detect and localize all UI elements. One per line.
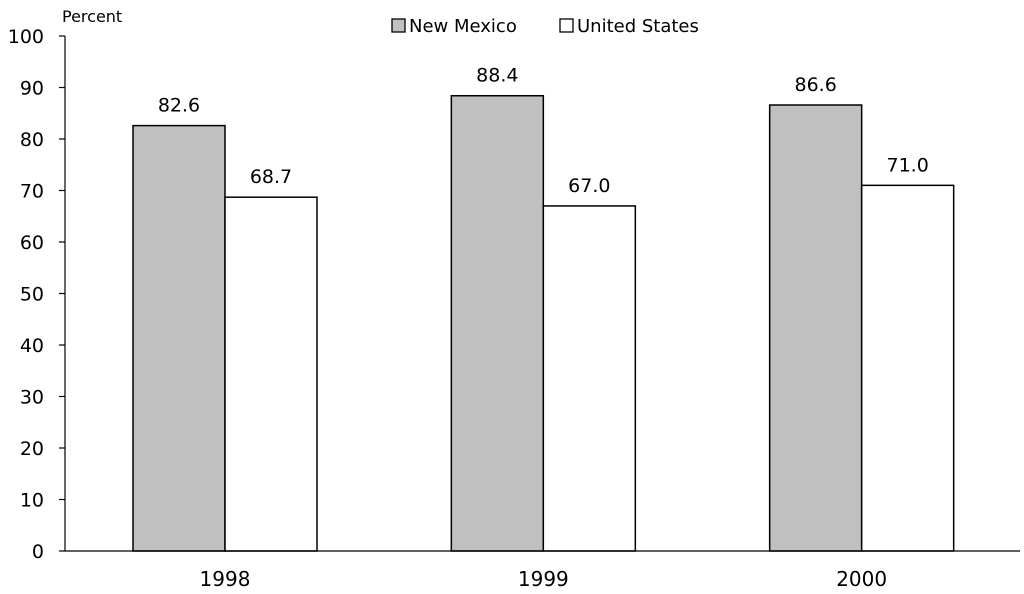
legend-swatch	[391, 18, 406, 33]
data-label: 82.6	[158, 95, 200, 117]
y-tick-label: 40	[20, 335, 44, 357]
data-label: 86.6	[795, 74, 837, 96]
y-tick-label: 60	[20, 232, 44, 254]
y-tick-label: 100	[8, 26, 44, 48]
x-tick-label: 1998	[200, 567, 251, 591]
bar-new-mexico-2000	[768, 104, 863, 552]
x-tick-label: 2000	[836, 567, 887, 591]
bar-united-states-2000	[860, 184, 955, 552]
bar-new-mexico-1999	[450, 94, 545, 552]
bar-united-states-1998	[224, 196, 318, 552]
bars	[132, 94, 955, 552]
legend: New Mexico United States	[391, 16, 699, 37]
x-axis: 1998 1999 2000	[65, 550, 1020, 591]
y-tick-label: 30	[20, 387, 44, 409]
y-tick-label: 20	[20, 438, 44, 460]
y-tick-label: 90	[20, 78, 44, 100]
legend-label: New Mexico	[409, 16, 517, 37]
y-tick-label: 50	[20, 284, 44, 306]
y-tick-label: 80	[20, 129, 44, 151]
data-labels: 82.6 88.4 86.6 68.7 67.0 71.0	[158, 65, 929, 197]
y-tick-label: 70	[20, 181, 44, 203]
bar-united-states-1999	[542, 205, 637, 552]
legend-label: United States	[577, 16, 699, 37]
bar-new-mexico-1998	[132, 124, 226, 552]
x-tick-label: 1999	[518, 567, 569, 591]
y-axis: 0 10 20 30 40 50 60 70 80 90 100	[8, 26, 66, 563]
legend-swatch	[559, 18, 574, 33]
y-tick-label: 0	[32, 541, 44, 563]
data-label: 67.0	[568, 175, 610, 197]
y-tick-label: 10	[20, 490, 44, 512]
data-label: 71.0	[887, 154, 929, 176]
data-label: 88.4	[476, 65, 518, 87]
y-axis-label: Percent	[62, 7, 122, 26]
data-label: 68.7	[250, 166, 292, 188]
